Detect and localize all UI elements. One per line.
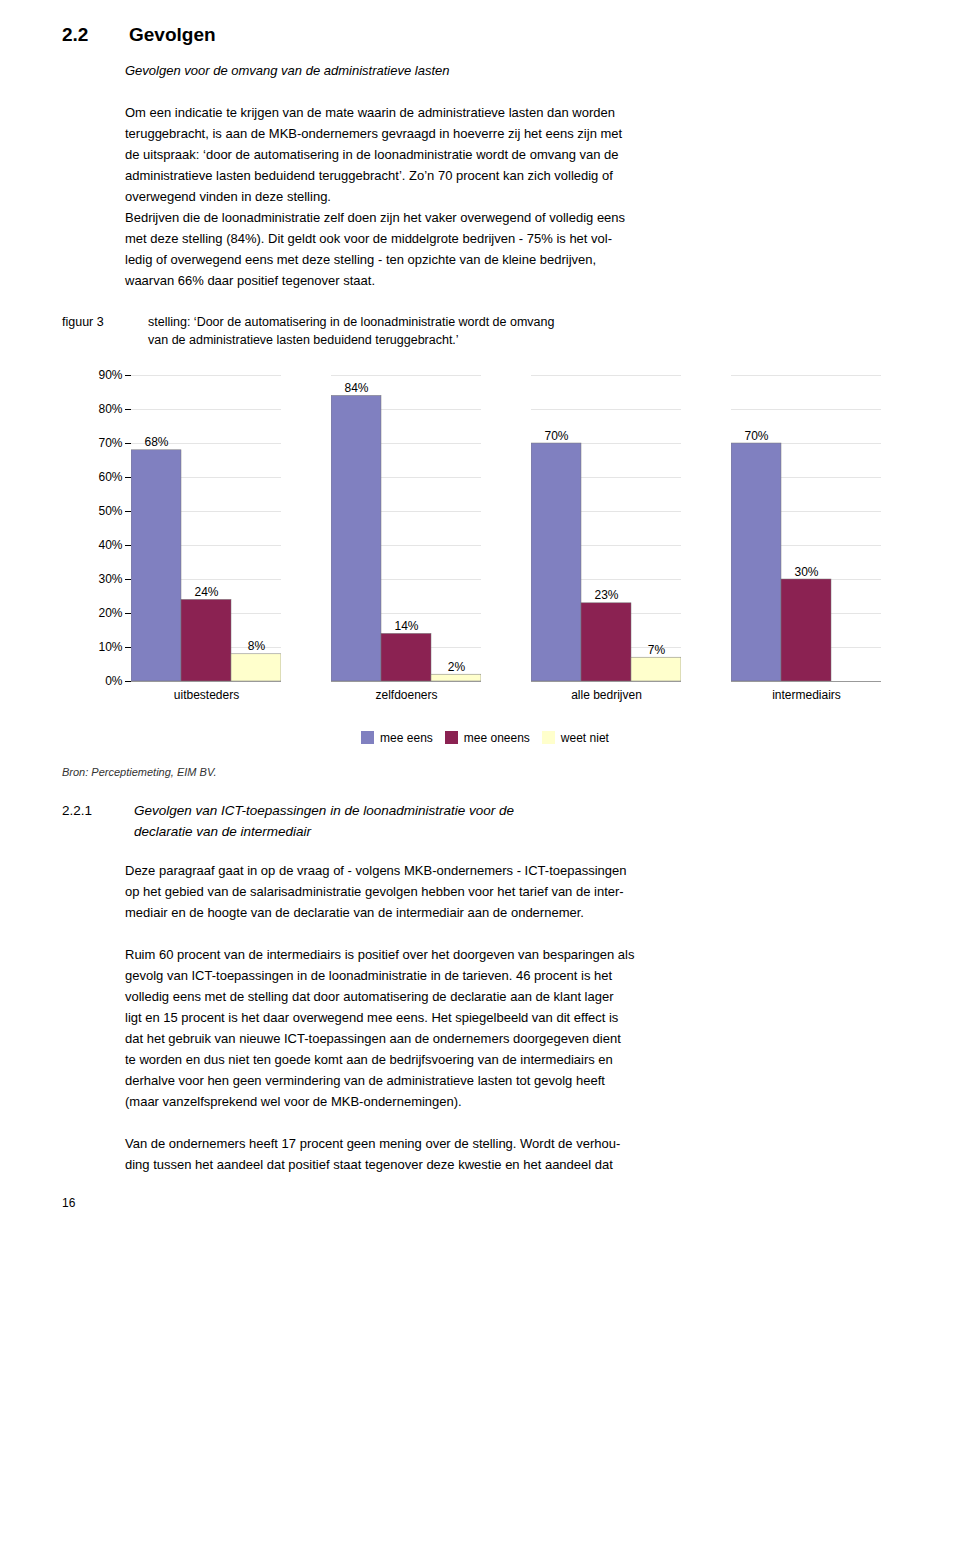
html-text:2.2.1: 2.2.1 <box>62 803 92 818</box>
svg-text:84%: 84% <box>344 381 368 395</box>
html-text:te worden en dus niet ten goed: te worden en dus niet ten goede komt aan… <box>125 1052 613 1067</box>
html-text:gevolg van ICT-toepassingen in: gevolg van ICT-toepassingen in de loonad… <box>125 968 613 983</box>
html-text:stelling: ‘Door de automatiser: stelling: ‘Door de automatisering in de … <box>148 315 555 347</box>
svg-text:70%: 70% <box>544 429 568 443</box>
html-text:Ruim 60 procent van de interme: Ruim 60 procent van de intermediairs is … <box>125 947 635 962</box>
html-text:de uitspraak: ‘door de automat: de uitspraak: ‘door de automatisering in… <box>125 147 619 162</box>
svg-text:40%: 40% <box>98 538 122 552</box>
html-text:met deze stelling (84%). Dit g: met deze stelling (84%). Dit geldt ook v… <box>125 231 612 246</box>
html-text:Van de ondernemers heeft 17 pr: Van de ondernemers heeft 17 procent geen… <box>125 1136 621 1151</box>
html-text:mee oneens: mee oneens <box>463 730 530 745</box>
svg-text:24%: 24% <box>194 585 218 599</box>
svg-text:30%: 30% <box>794 565 818 579</box>
svg-text:14%: 14% <box>394 619 418 633</box>
svg-text:intermediairs: intermediairs <box>772 688 841 702</box>
html-text:overwegend vinden in deze stel: overwegend vinden in deze stelling. <box>125 189 331 204</box>
svg-text:70%: 70% <box>98 436 122 450</box>
html-text:Deze paragraaf gaat in op de v: Deze paragraaf gaat in op de vraag of - … <box>125 863 627 878</box>
svg-text:7%: 7% <box>648 643 666 657</box>
svg-text:20%: 20% <box>98 606 122 620</box>
svg-text:50%: 50% <box>98 504 122 518</box>
html-text:Gevolgen: Gevolgen <box>129 24 216 45</box>
html-text:2.2: 2.2 <box>62 24 89 45</box>
html-text:Bron: Perceptiemeting, EIM BV.: Bron: Perceptiemeting, EIM BV. <box>62 766 217 778</box>
svg-text:23%: 23% <box>594 588 618 602</box>
html-text:Gevolgen voor de omvang van de: Gevolgen voor de omvang van de administr… <box>125 63 450 78</box>
svg-text:alle bedrijven: alle bedrijven <box>571 688 642 702</box>
html-text:op het gebied van de salarisad: op het gebied van de salarisadministrati… <box>125 884 624 899</box>
svg-text:zelfdoeners: zelfdoeners <box>375 688 437 702</box>
html-text:weet niet: weet niet <box>560 730 609 745</box>
svg-text:80%: 80% <box>98 402 122 416</box>
html-text:mediair en de hoogte van de de: mediair en de hoogte van de declaratie v… <box>125 905 584 920</box>
html-text:Bedrijven die de loonadministr: Bedrijven die de loonadministratie zelf … <box>125 210 626 225</box>
html-text:teruggebracht, is aan de MKB-o: teruggebracht, is aan de MKB-ondernemers… <box>125 126 623 141</box>
html-text:administratieve lasten beduide: administratieve lasten beduidend terugge… <box>125 168 613 183</box>
html-text:volledig eens met de stelling: volledig eens met de stelling dat door a… <box>125 989 614 1004</box>
svg-text:8%: 8% <box>248 639 266 653</box>
html-text:16: 16 <box>62 1196 76 1210</box>
html-text:figuur 3: figuur 3 <box>62 315 104 329</box>
html-text:waarvan 66% daar positief tege: waarvan 66% daar positief tegenover staa… <box>125 273 375 288</box>
html-text:ledig of overwegend eens met d: ledig of overwegend eens met deze stelli… <box>125 252 597 267</box>
html-text:Gevolgen van ICT-toepassingen: Gevolgen van ICT-toepassingen in de loon… <box>134 803 514 839</box>
html-text:mee eens: mee eens <box>380 730 433 745</box>
svg-text:2%: 2% <box>448 660 466 674</box>
svg-text:10%: 10% <box>98 640 122 654</box>
html-text:ligt en 15 procent is het daar: ligt en 15 procent is het daar overwegen… <box>125 1010 619 1025</box>
svg-text:0%: 0% <box>105 674 123 688</box>
svg-text:68%: 68% <box>144 435 168 449</box>
svg-text:70%: 70% <box>744 429 768 443</box>
svg-text:30%: 30% <box>98 572 122 586</box>
html-text:Om een indicatie te krijgen va: Om een indicatie te krijgen van de mate … <box>125 105 615 120</box>
html-text:ding tussen het aandeel dat po: ding tussen het aandeel dat positief sta… <box>125 1157 613 1172</box>
html-text:(maar vanzelfsprekend wel voor: (maar vanzelfsprekend wel voor de MKB-on… <box>125 1094 462 1109</box>
html-text:dat het gebruik van nieuwe ICT: dat het gebruik van nieuwe ICT-toepassin… <box>125 1031 621 1046</box>
svg-text:uitbesteders: uitbesteders <box>174 688 239 702</box>
svg-text:90%: 90% <box>98 368 122 382</box>
svg-text:60%: 60% <box>98 470 122 484</box>
html-text:derhalve voor hen geen vermind: derhalve voor hen geen vermindering van … <box>125 1073 605 1088</box>
